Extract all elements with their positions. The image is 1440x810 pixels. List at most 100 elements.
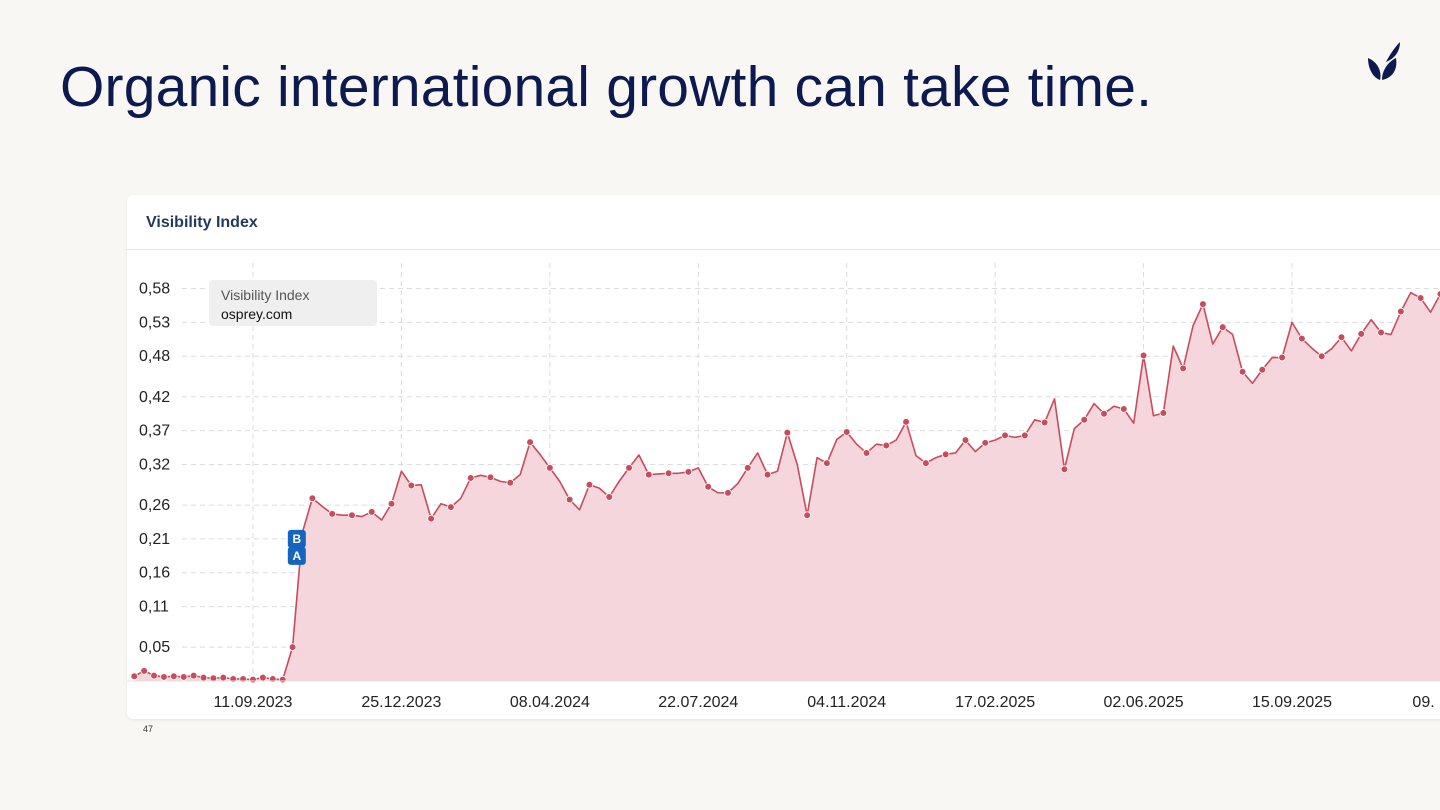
event-marker-b: B [287,529,306,548]
data-point [189,671,198,680]
data-point [427,514,435,523]
data-point [941,450,950,459]
data-point [308,494,317,503]
data-point [140,667,148,675]
y-tick-label: 0,26 [139,497,170,514]
data-point [565,495,574,504]
data-point [1377,328,1385,337]
data-point [1357,330,1366,338]
data-point [724,489,732,497]
data-point [625,464,633,472]
x-tick-label: 11.09.2023 [214,694,293,711]
data-point [407,481,416,490]
y-tick-label: 0,48 [139,348,170,365]
data-point [526,438,534,446]
y-tick-label: 0,37 [139,423,170,440]
data-point [1179,364,1187,373]
data-point [1001,431,1009,440]
data-point [1317,352,1326,361]
chart-card-header [127,195,1440,250]
x-tick-label: 22.07.2024 [658,694,738,711]
data-point [842,428,851,436]
data-point [387,499,396,508]
y-tick-label: 0,53 [139,314,170,331]
data-point [367,508,376,516]
data-point [150,671,158,680]
data-point [1139,351,1148,360]
y-tick-label: 0,32 [139,456,170,473]
data-point [348,511,356,520]
event-marker-label: A [292,549,301,563]
data-point [585,480,594,489]
data-point [803,511,811,520]
data-point [1416,294,1425,302]
data-point [743,464,752,472]
event-marker-label: B [292,532,301,546]
data-point [664,469,673,478]
data-point [961,436,970,444]
x-tick-label: 04.11.2024 [807,694,886,711]
brand-logo-icon [1368,42,1400,80]
x-tick-label: 15.09.2025 [1252,694,1332,711]
data-point [288,643,297,651]
data-point [1159,409,1168,417]
data-point [1080,416,1088,424]
data-point [219,673,228,682]
data-point [862,449,871,457]
data-point [1258,365,1267,374]
x-tick-label: 09. [1412,694,1434,711]
data-point [902,418,910,426]
data-point [922,459,930,467]
data-point [1238,367,1247,376]
event-marker-badge [287,546,306,565]
y-tick-label: 0,42 [139,389,170,406]
data-point [259,673,267,682]
data-point [1119,405,1128,413]
data-point [328,510,336,518]
data-point [130,672,139,681]
y-tick-label: 0,58 [139,281,170,298]
page-number: 47 [143,724,154,734]
chart-legend: Visibility Index osprey.com [209,280,377,326]
y-tick-label: 0,21 [139,531,170,548]
y-tick-label: 0,05 [139,639,170,656]
data-point [1100,409,1108,418]
data-point [447,503,455,511]
data-point [981,439,990,447]
data-point [1397,307,1405,316]
data-point [823,459,831,467]
data-point [1337,333,1346,342]
slide-title: Organic international growth can take ti… [60,55,1153,119]
y-tick-label: 0,11 [139,599,169,616]
data-point [249,675,257,684]
data-point [704,482,712,491]
data-point [1040,418,1049,427]
x-tick-label: 02.06.2025 [1104,694,1184,711]
data-point [882,441,891,450]
data-point [278,675,287,684]
data-point [1436,290,1440,298]
data-point [170,672,178,681]
data-point [684,468,693,476]
event-marker-badge [287,529,306,548]
data-point [1218,323,1227,331]
legend-series-domain: osprey.com [221,306,293,322]
data-point [1021,431,1029,440]
x-tick-label: 08.04.2024 [510,694,590,711]
data-point [546,464,554,472]
y-tick-label: 0,16 [139,565,170,582]
data-point [486,473,495,482]
data-point [199,673,208,682]
data-point [605,493,614,501]
data-point [209,674,218,683]
data-point [1199,300,1207,308]
data-point [1060,465,1069,474]
legend-series-name: Visibility Index [221,287,310,303]
visibility-chart: 0,05 0,11 0,16 0,21 0,26 0,32 0,37 0,42 0,48 0,53… [127,263,1440,711]
data-point [783,428,792,437]
data-point [645,470,653,479]
data-point [466,474,475,482]
data-point [179,673,188,681]
x-tick-label: 25.12.2023 [361,694,441,711]
data-point [1278,353,1286,362]
